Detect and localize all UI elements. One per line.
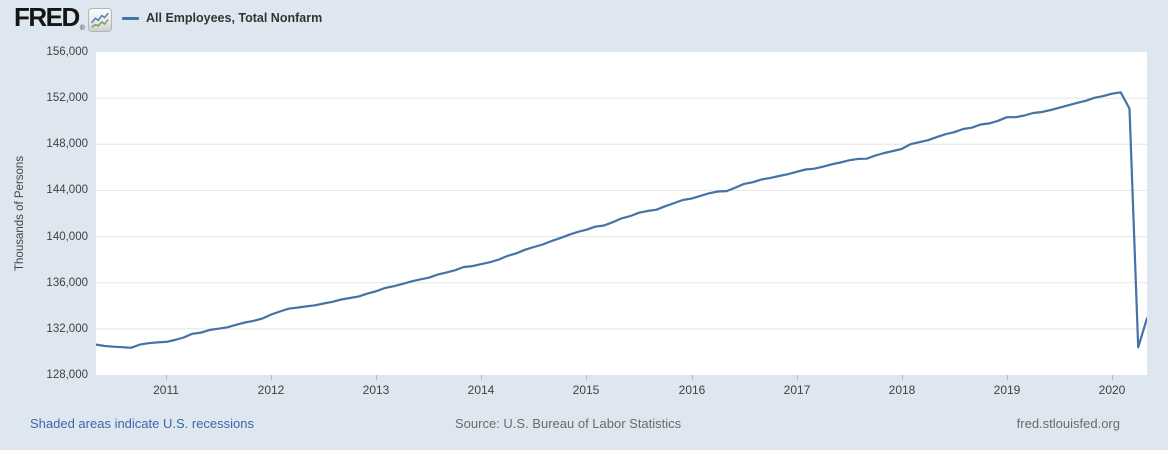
y-tick-label: 140,000 [46, 230, 88, 243]
x-tick-mark [1007, 375, 1008, 380]
x-tick-mark [1112, 375, 1113, 380]
x-tick-label: 2017 [783, 383, 811, 397]
y-tick-label: 148,000 [46, 138, 88, 151]
series-line[interactable] [96, 91, 1147, 349]
y-tick-label: 132,000 [46, 322, 88, 335]
series-chart [96, 91, 1147, 349]
x-tick-label: 2012 [257, 383, 285, 397]
x-tick-mark [271, 375, 272, 380]
x-tick-label: 2018 [888, 383, 916, 397]
x-tick-label: 2015 [572, 383, 600, 397]
x-tick-label: 2016 [678, 383, 706, 397]
site-link: fred.stlouisfed.org [1016, 416, 1120, 431]
y-tick-label: 136,000 [46, 276, 88, 289]
x-tick-label: 2014 [467, 383, 495, 397]
plot-area[interactable] [96, 52, 1147, 375]
legend-line-marker-icon [122, 16, 139, 20]
x-tick-label: 2020 [1098, 383, 1126, 397]
x-tick-label: 2011 [153, 383, 179, 397]
x-tick-mark [166, 375, 167, 380]
y-tick-label: 152,000 [46, 92, 88, 105]
registered-mark-icon: ® [79, 25, 85, 32]
x-tick-mark [692, 375, 693, 380]
fred-logo-chart-icon [88, 8, 112, 32]
x-tick-label: 2019 [993, 383, 1021, 397]
y-tick-label: 144,000 [46, 184, 88, 197]
y-tick-label: 128,000 [46, 369, 88, 381]
x-tick-mark [902, 375, 903, 380]
legend: All Employees, Total Nonfarm [122, 10, 322, 26]
recession-note: Shaded areas indicate U.S. recessions [30, 416, 255, 431]
x-tick-mark [376, 375, 377, 380]
x-tick-label: 2013 [362, 383, 390, 397]
x-tick-mark [481, 375, 482, 380]
x-tick-mark [797, 375, 798, 380]
y-tick-label: 156,000 [46, 46, 88, 58]
x-tick-mark [586, 375, 587, 380]
fred-logo[interactable]: FRED® [14, 2, 85, 33]
legend-label: All Employees, Total Nonfarm [146, 11, 323, 25]
fred-logo-text: FRED [14, 2, 80, 32]
source-text: Source: U.S. Bureau of Labor Statistics [455, 416, 682, 431]
